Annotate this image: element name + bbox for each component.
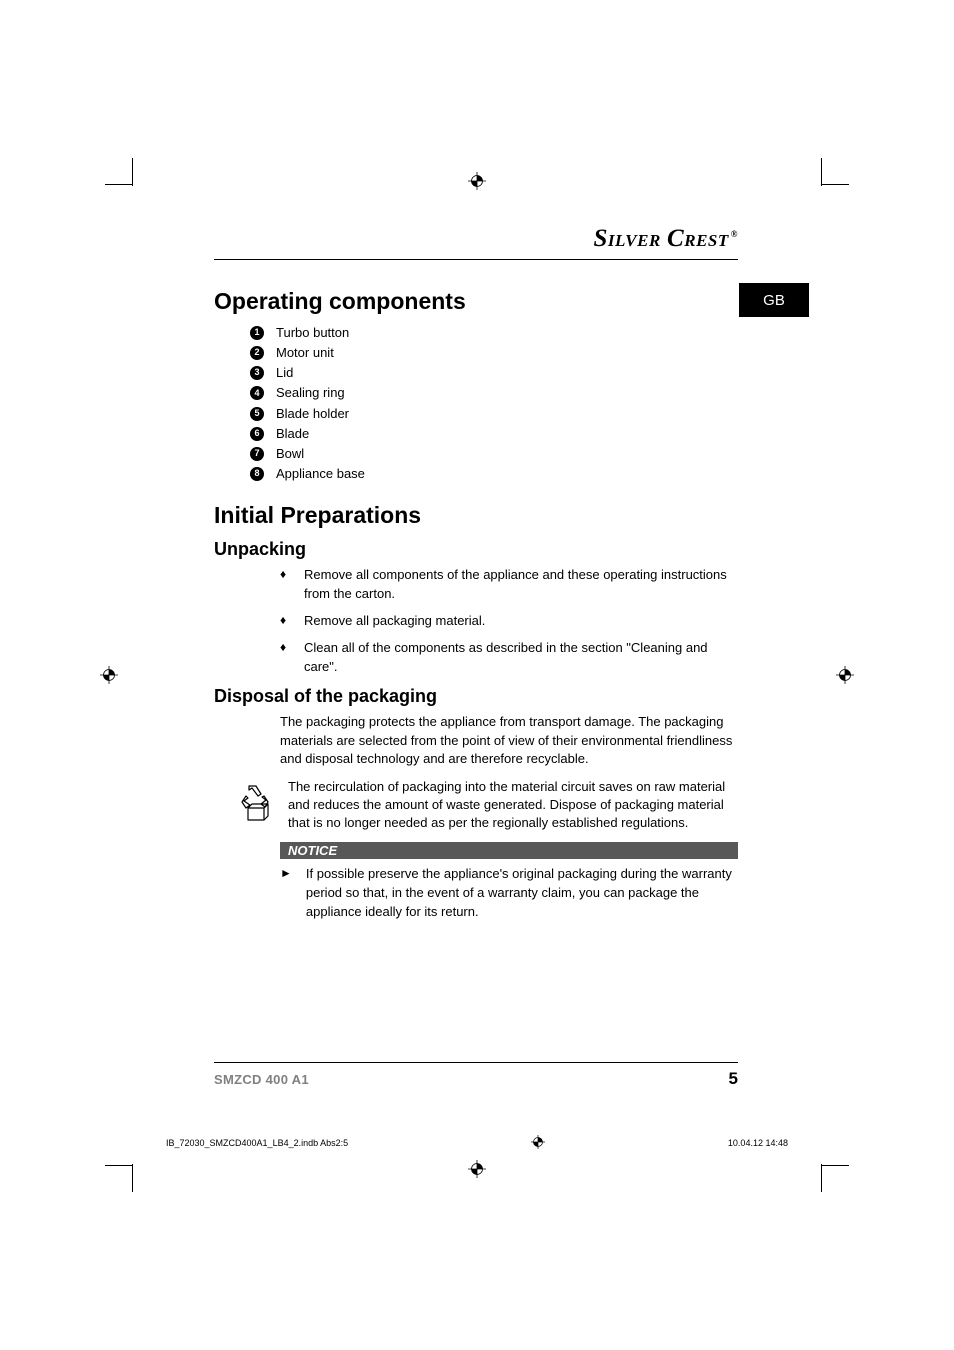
- footer-model: SMZCD 400 A1: [214, 1072, 309, 1087]
- registration-mark-icon: [100, 666, 118, 684]
- circled-number-icon: 3: [250, 366, 264, 380]
- heading-unpacking: Unpacking: [214, 539, 738, 560]
- registration-mark-icon: [468, 1160, 486, 1178]
- bullet-text: Remove all components of the appliance a…: [304, 566, 738, 604]
- list-item: ♦ Clean all of the components as describe…: [280, 639, 738, 677]
- list-item: ►If possible preserve the appliance's or…: [280, 865, 738, 922]
- crop-mark: [105, 184, 133, 185]
- component-label: Blade: [276, 424, 309, 444]
- crop-mark: [132, 158, 133, 186]
- component-label: Sealing ring: [276, 383, 345, 403]
- page-footer: SMZCD 400 A1 5: [214, 1062, 738, 1089]
- component-list: 1 Turbo button 2 Motor unit 3 Lid 4 Sealing …: [250, 323, 738, 484]
- bullet-text: Clean all of the components as described…: [304, 639, 738, 677]
- heading-operating-components: Operating components: [214, 288, 738, 315]
- crop-mark: [821, 1165, 849, 1166]
- list-item: ♦ Remove all components of the appliance …: [280, 566, 738, 604]
- component-label: Lid: [276, 363, 293, 383]
- circled-number-icon: 8: [250, 467, 264, 481]
- component-label: Turbo button: [276, 323, 349, 343]
- disposal-paragraph-2: The recirculation of packaging into the …: [288, 778, 738, 833]
- diamond-bullet-icon: ♦: [280, 566, 290, 604]
- language-tab: GB: [739, 283, 809, 317]
- list-item: 8 Appliance base: [250, 464, 738, 484]
- notice-text: If possible preserve the appliance's ori…: [306, 865, 738, 922]
- disposal-paragraph-1: The packaging protects the appliance fro…: [280, 713, 738, 768]
- crop-mark: [821, 184, 849, 185]
- notice-heading: NOTICE: [280, 842, 738, 859]
- list-item: 6 Blade: [250, 424, 738, 444]
- recycle-icon: [236, 780, 276, 827]
- unpacking-list: ♦ Remove all components of the appliance …: [280, 566, 738, 676]
- circled-number-icon: 5: [250, 407, 264, 421]
- heading-disposal: Disposal of the packaging: [214, 686, 738, 707]
- registration-mark-icon: [468, 172, 486, 190]
- triangle-bullet-icon: ►: [280, 865, 292, 922]
- brand-logo: SILVER CREST®: [594, 226, 739, 251]
- registration-mark-icon: [531, 1135, 545, 1151]
- circled-number-icon: 2: [250, 346, 264, 360]
- registration-mark-icon: [836, 666, 854, 684]
- list-item: 5 Blade holder: [250, 404, 738, 424]
- circled-number-icon: 1: [250, 326, 264, 340]
- crop-mark: [105, 1165, 133, 1166]
- crop-mark: [132, 1164, 133, 1192]
- component-label: Appliance base: [276, 464, 365, 484]
- component-label: Motor unit: [276, 343, 334, 363]
- heading-initial-preparations: Initial Preparations: [214, 502, 738, 529]
- print-meta-row: IB_72030_SMZCD400A1_LB4_2.indb Abs2:5 10…: [166, 1135, 788, 1151]
- bullet-text: Remove all packaging material.: [304, 612, 485, 631]
- language-label: GB: [763, 292, 785, 309]
- circled-number-icon: 6: [250, 427, 264, 441]
- meta-timestamp: 10.04.12 14:48: [728, 1138, 788, 1148]
- component-label: Blade holder: [276, 404, 349, 424]
- list-item: 3 Lid: [250, 363, 738, 383]
- crop-mark: [821, 158, 822, 186]
- circled-number-icon: 7: [250, 447, 264, 461]
- disposal-paragraph-2-row: The recirculation of packaging into the …: [236, 778, 738, 833]
- list-item: 2 Motor unit: [250, 343, 738, 363]
- notice-list: ►If possible preserve the appliance's or…: [280, 865, 738, 922]
- brand-header: SILVER CREST®: [214, 225, 738, 260]
- diamond-bullet-icon: ♦: [280, 612, 290, 631]
- list-item: 4 Sealing ring: [250, 383, 738, 403]
- footer-page-number: 5: [729, 1069, 738, 1089]
- crop-mark: [821, 1164, 822, 1192]
- list-item: 7 Bowl: [250, 444, 738, 464]
- diamond-bullet-icon: ♦: [280, 639, 290, 677]
- list-item: ♦ Remove all packaging material.: [280, 612, 738, 631]
- list-item: 1 Turbo button: [250, 323, 738, 343]
- component-label: Bowl: [276, 444, 304, 464]
- circled-number-icon: 4: [250, 386, 264, 400]
- meta-filename: IB_72030_SMZCD400A1_LB4_2.indb Abs2:5: [166, 1138, 348, 1148]
- page-content: SILVER CREST® GB Operating components 1T…: [214, 225, 738, 930]
